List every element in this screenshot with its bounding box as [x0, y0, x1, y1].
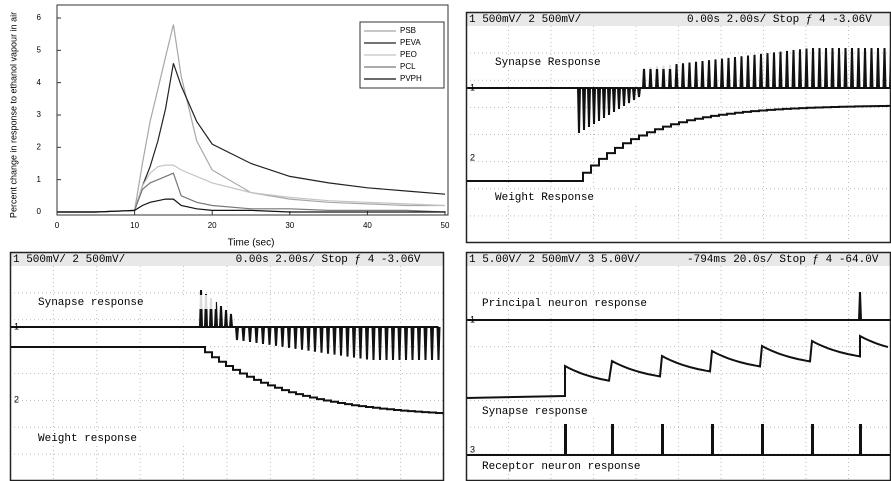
- scope-content: 1 500mV/ 2 500mV/0.00s 2.00s/ Stop ƒ 4 -…: [466, 12, 891, 243]
- trace-label: Synapse response: [38, 297, 144, 309]
- x-tick-label: 50: [441, 221, 450, 230]
- x-tick-label: 30: [285, 221, 294, 230]
- y-tick-label: 0: [37, 207, 42, 216]
- channel-marker: 1: [470, 314, 475, 324]
- x-tick-label: 20: [208, 221, 217, 230]
- scope-timebase: 0.00s 2.00s/ Stop ƒ 4 -3.06V: [687, 14, 872, 26]
- channel-marker: 2: [14, 394, 19, 404]
- scope-content: 1 500mV/ 2 500mV/0.00s 2.00s/ Stop ƒ 4 -…: [10, 252, 450, 481]
- trace-label: Weight Response: [495, 192, 594, 204]
- x-tick-label: 40: [363, 221, 372, 230]
- scope-scale: 1 500mV/ 2 500mV/: [13, 254, 125, 266]
- x-tick-label: 10: [130, 221, 139, 230]
- legend-label: PSB: [400, 26, 416, 35]
- page: 0 1 2 3 4 5 6 0 10 20 30 40 50 Time (sec) Percent chan…: [0, 0, 891, 481]
- scope-timebase: 0.00s 2.00s/ Stop ƒ 4 -3.06V: [236, 254, 421, 266]
- scope-content: 1 5.00V/ 2 500mV/ 3 5.00V/ -794ms 20.0s/ …: [466, 252, 891, 481]
- scope-panel: 1 500mV/ 2 500mV/0.00s 2.00s/ Stop ƒ 4 -…: [10, 252, 450, 481]
- legend-label: PEVA: [400, 38, 421, 47]
- legend-label: PCL: [400, 62, 416, 71]
- y-tick-label: 4: [37, 78, 42, 87]
- y-axis-label: Percent change in response to ethanol va…: [8, 12, 18, 218]
- x-axis-label: Time (sec): [228, 238, 275, 249]
- scope-panel: 1 5.00V/ 2 500mV/ 3 5.00V/ -794ms 20.0s/ …: [466, 252, 891, 481]
- x-tick-label: 0: [55, 221, 60, 230]
- legend-label: PEO: [400, 50, 417, 59]
- channel-marker: 3: [470, 444, 475, 454]
- trace-label: Synapse response: [482, 406, 588, 418]
- figure: 0 1 2 3 4 5 6 0 10 20 30 40 50 Time (sec) Percent chan…: [0, 0, 891, 481]
- y-tick-label: 5: [37, 45, 42, 54]
- scope-timebase: -794ms 20.0s/ Stop ƒ 4 -64.0V: [687, 254, 879, 266]
- legend-label: PVPH: [400, 74, 422, 83]
- scope-panel: 1 500mV/ 2 500mV/0.00s 2.00s/ Stop ƒ 4 -…: [466, 12, 891, 243]
- y-tick-label: 1: [37, 175, 42, 184]
- trace-label: Principal neuron response: [482, 298, 647, 310]
- y-tick-label: 2: [37, 142, 42, 151]
- y-tick-label: 3: [37, 110, 42, 119]
- trace-label: Synapse Response: [495, 57, 601, 69]
- scope-scale: 1 5.00V/ 2 500mV/ 3 5.00V/: [469, 254, 641, 266]
- trace-label: Receptor neuron response: [482, 461, 640, 473]
- channel-marker: 2: [470, 152, 475, 162]
- trace-label: Weight response: [38, 433, 137, 445]
- channel-marker: 1: [14, 321, 19, 331]
- channel-marker: 1: [470, 82, 475, 92]
- scope-scale: 1 500mV/ 2 500mV/: [469, 14, 581, 26]
- y-tick-label: 6: [37, 13, 42, 22]
